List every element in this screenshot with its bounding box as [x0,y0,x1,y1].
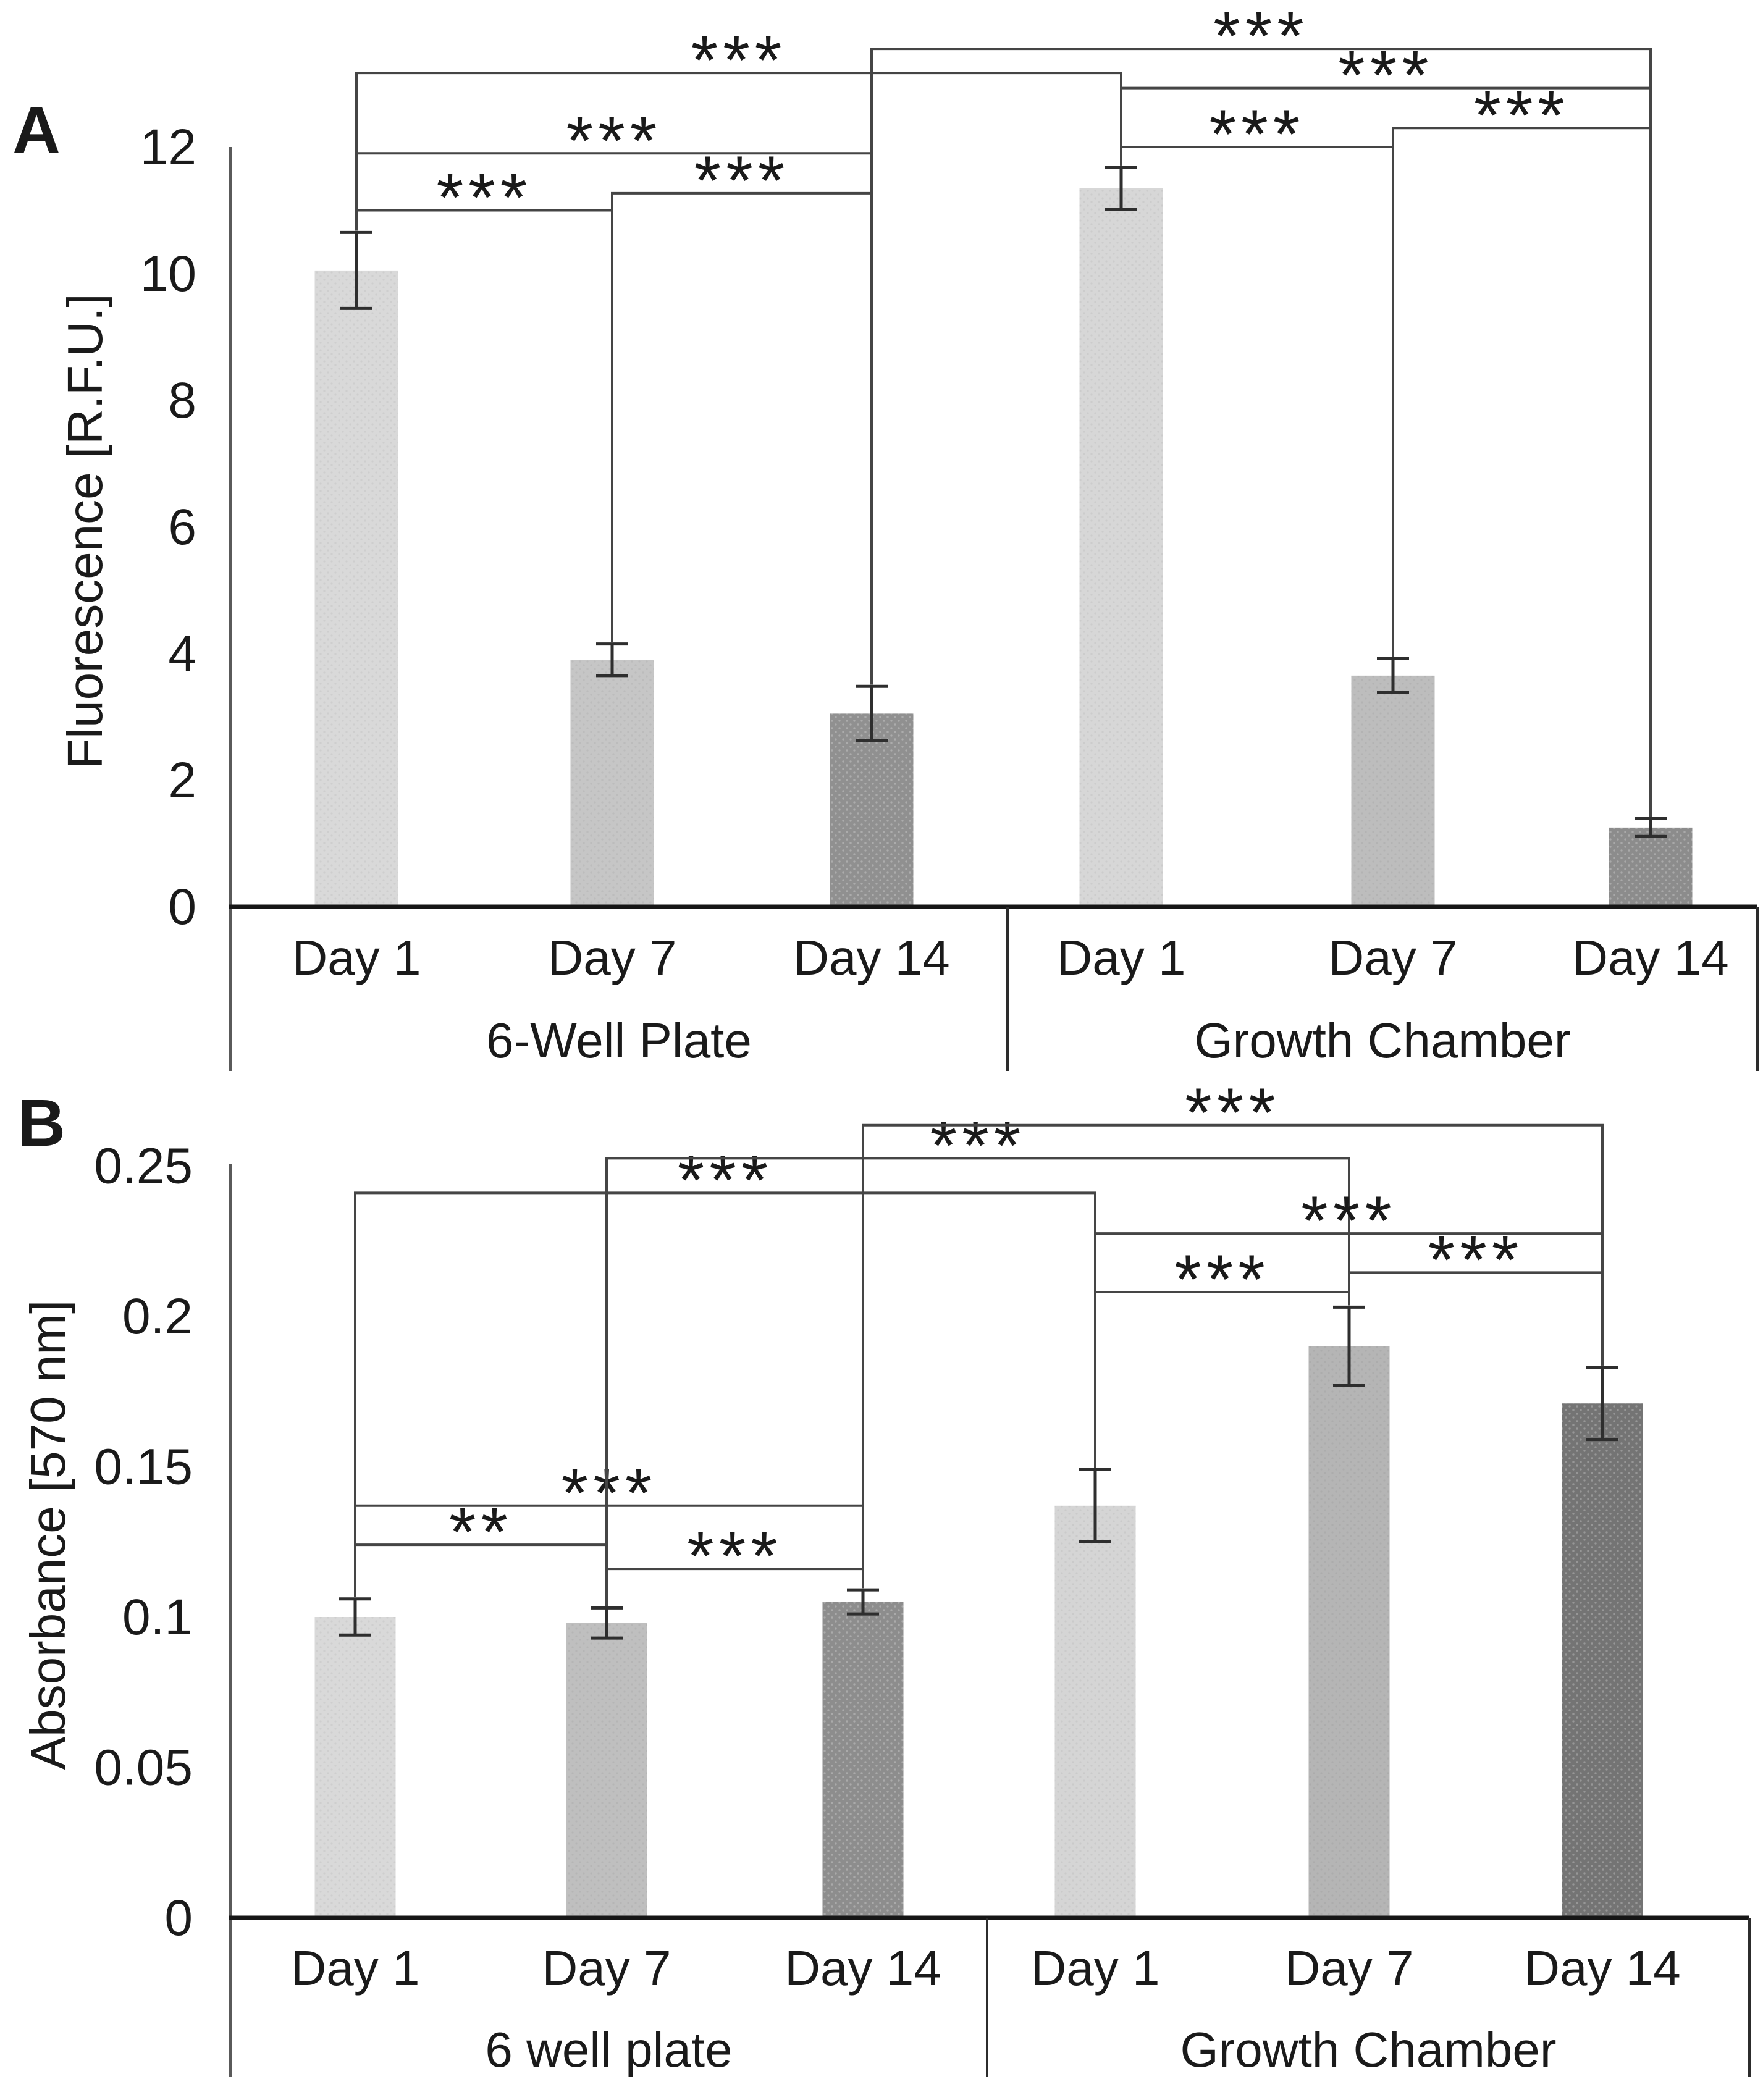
bar-texture [1351,675,1435,907]
panel-b-ytick-0-2: 0.2 [122,1288,193,1345]
panel-a-sig-label-3: *** [691,22,787,99]
panel-a-sig-bracket-7 [1120,86,1652,817]
panel-a-group-label-growth-chamber: Growth Chamber [1194,1013,1570,1068]
panel-a-day-label-4-day-7: Day 7 [1329,930,1458,985]
panel-b-sig-label-3: *** [678,1141,773,1219]
panel-b-ytick-0-05: 0.05 [94,1740,193,1796]
bar-texture [314,270,398,907]
panel-b-sig-bracket-4 [605,1157,1350,1606]
panel-b-sig-bracket-8 [1094,1232,1604,1468]
panel-a-day-label-1-day-7: Day 7 [548,930,677,985]
panel-a-ytick-10: 10 [140,246,196,302]
panel-b-y-axis-title: Absorbance [570 nm] [20,1300,75,1770]
bar-texture [566,1623,647,1918]
panel-b-sig-bracket-5 [862,1124,1604,1589]
panel-a-ytick-8: 8 [168,372,196,429]
bar-texture [314,1617,396,1918]
panel-a-sig-label-2: *** [566,102,662,179]
panel-a-ytick-2: 2 [168,752,196,808]
panel-a-sig-label-4: *** [1213,0,1309,75]
bar-texture [1609,827,1693,907]
panel-a-sig-label-1: *** [694,142,790,219]
panel-b-day-label-0-day-1: Day 1 [291,1941,420,1996]
panel-b-letter: B [17,1085,65,1160]
panel-b-day-label-1-day-7: Day 7 [542,1941,671,1996]
panel-b-sig-label-8: *** [1301,1182,1397,1259]
panel-b-ytick-0-25: 0.25 [94,1138,193,1195]
panel-a-sig-bracket-2 [355,152,873,685]
panel-b-day-label-4-day-7: Day 7 [1285,1941,1414,1996]
panel-b-sig-label-6: *** [1174,1241,1270,1318]
panel-b-sig-label-1: *** [687,1518,783,1595]
bar-texture [1308,1346,1390,1918]
panel-a-ytick-4: 4 [168,626,196,682]
panel-b-ytick-0: 0 [164,1890,193,1946]
panel-a-sig-label-5: *** [1210,96,1305,173]
panel-b-day-label-3-day-1: Day 1 [1031,1941,1160,1996]
panel-a-y-axis-title: Fluorescence [R.F.U.] [57,293,112,768]
panel-a-fluorescence-chart: *** *** *** *** *** *** *** *** 12 10 8 6 4 2 0 Day 1 Da… [140,0,1759,1071]
panel-a-ytick-12: 12 [140,119,196,175]
panel-a-sig-label-0: *** [437,159,532,237]
panel-a-ytick-0: 0 [168,879,196,935]
panel-a-group-label-6-well-plate: 6-Well Plate [486,1013,752,1068]
panel-b-day-label-2-day-14: Day 14 [785,1941,941,1996]
bar-texture [570,660,654,907]
panel-a-day-label-5-day-14: Day 14 [1572,930,1728,985]
panel-b-sig-label-4: *** [930,1107,1026,1184]
bar-texture [1079,188,1163,907]
panel-a-sig-bracket-1 [611,191,873,685]
panel-b-ytick-0-1: 0.1 [122,1589,193,1645]
bar-texture [1562,1403,1643,1918]
bar-texture [830,713,914,907]
panel-b-ytick-0-15: 0.15 [94,1439,193,1495]
panel-a-sig-label-7: *** [1338,37,1434,114]
panel-a-letter: A [12,93,61,167]
panel-a-day-label-0-day-1: Day 1 [292,930,421,985]
bar-texture [1054,1505,1136,1918]
panel-a-day-label-3-day-1: Day 1 [1057,930,1186,985]
panel-b-group-label-growth-chamber: Growth Chamber [1180,2022,1556,2077]
panel-b-sig-label-5: *** [1185,1074,1281,1151]
panel-b-sig-label-2: *** [562,1455,657,1532]
panel-a-ytick-6: 6 [168,499,196,555]
panel-b-day-label-5-day-14: Day 14 [1524,1941,1680,1996]
panel-b-group-label-6-well-plate: 6 well plate [485,2022,732,2077]
panel-b-absorbance-chart: ** ********* *** ****** ******0.250.20.150.1… [94,1074,1751,2077]
panel-a-day-label-2-day-14: Day 14 [793,930,949,985]
bar-texture [822,1602,904,1918]
panel-a-sig-label-6: *** [1474,77,1570,154]
